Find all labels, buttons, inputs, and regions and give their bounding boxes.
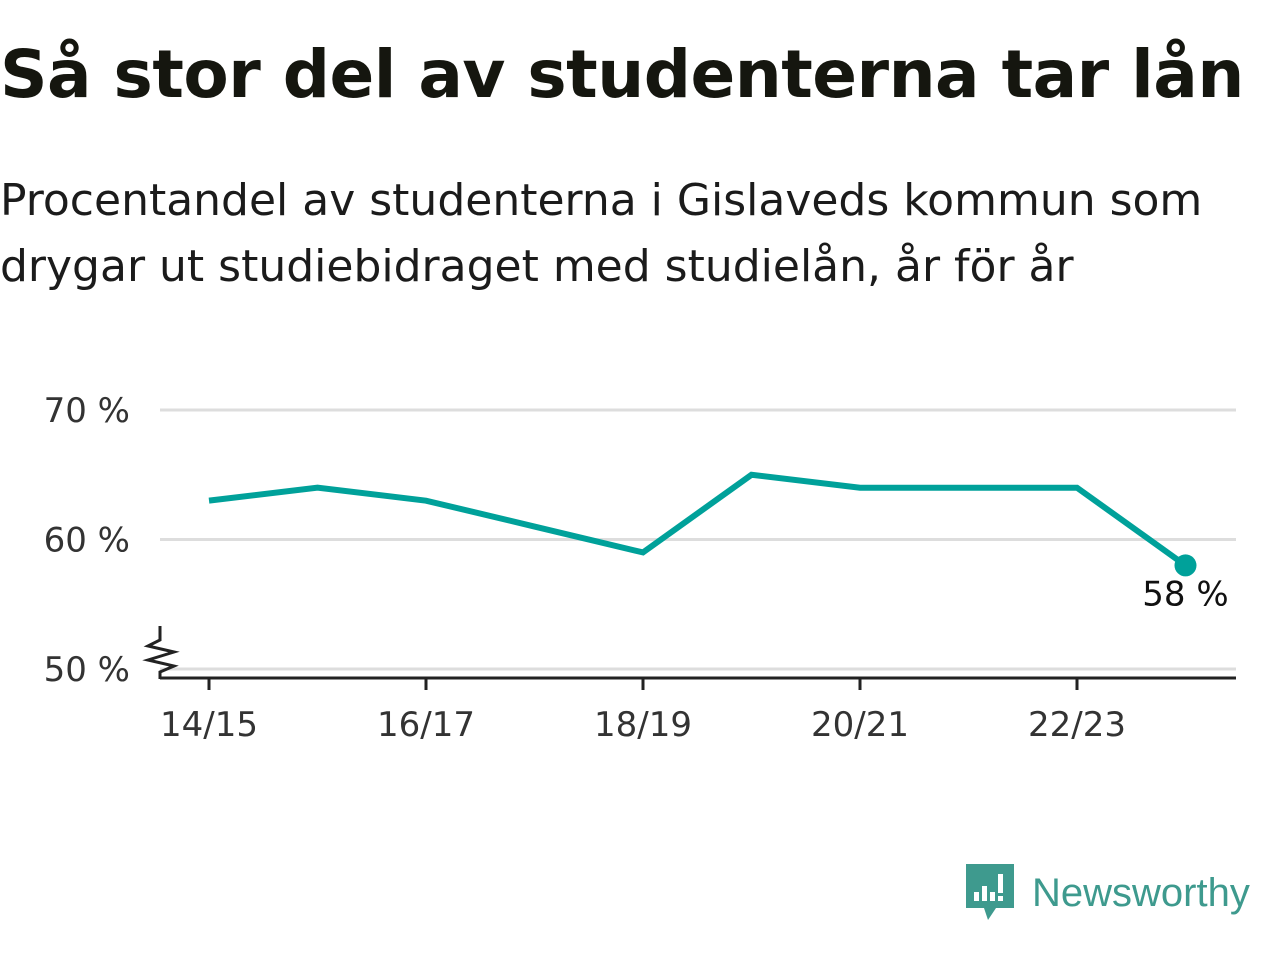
y-axis-ticks: 50 % 60 % 70 % xyxy=(44,391,130,690)
y-tick-label: 60 % xyxy=(44,521,130,561)
series-line xyxy=(208,471,1188,568)
chart-title: Så stor del av studenterna tar lån xyxy=(0,36,1244,113)
x-tick-label: 22/23 xyxy=(1028,705,1126,745)
x-tick-label: 14/15 xyxy=(160,705,258,745)
chart-subtitle: Procentandel av studenterna i Gislaveds … xyxy=(0,175,1203,292)
last-point-marker xyxy=(1174,554,1197,577)
x-tick-label: 16/17 xyxy=(377,705,475,745)
newsworthy-logo-icon xyxy=(966,864,1014,920)
x-tick-label: 20/21 xyxy=(811,705,909,745)
newsworthy-brand: Newsworthy xyxy=(964,862,1250,924)
y-tick-label: 50 % xyxy=(44,650,130,690)
x-axis: 14/15 16/17 18/19 20/21 22/23 xyxy=(142,626,1236,745)
y-axis-break-icon xyxy=(142,626,180,679)
y-tick-label: 70 % xyxy=(44,391,130,431)
series-layer: 58 % xyxy=(208,471,1229,614)
last-value-label: 58 % xyxy=(1142,574,1228,614)
gridlines xyxy=(160,408,1236,671)
brand-name: Newsworthy xyxy=(1032,870,1250,915)
x-tick-label: 18/19 xyxy=(594,705,692,745)
